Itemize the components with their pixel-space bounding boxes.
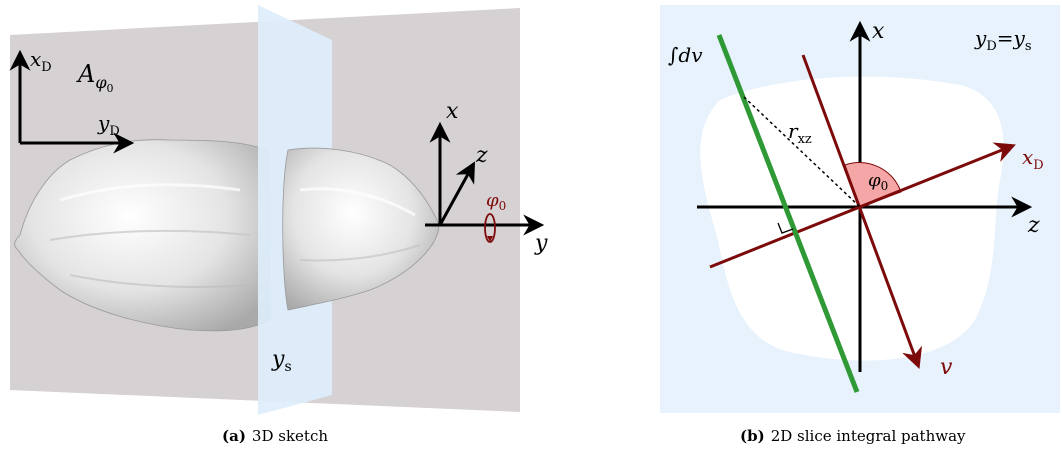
sample-body-front <box>282 147 440 311</box>
b-z-label: z <box>1027 213 1040 238</box>
ys-label: ys <box>271 347 292 375</box>
r-xz-label: rxz <box>788 119 812 147</box>
sample-body <box>14 139 271 332</box>
x-label: x <box>446 99 459 124</box>
r-xz-line <box>743 96 861 208</box>
plane-equation: yD=ys <box>974 26 1032 54</box>
y-label: y <box>534 231 548 256</box>
integral-label: ∫dv <box>668 43 703 67</box>
detector-label: Aφ0 <box>76 60 114 95</box>
z-axis-arrow <box>438 161 476 226</box>
b-phi0-label: φ0 <box>868 170 888 193</box>
z-label: z <box>475 143 488 168</box>
xD-label: xD <box>30 47 52 75</box>
v-label: v <box>940 355 953 380</box>
caption-a: (a) 3D sketch <box>222 427 328 445</box>
b-x-label: x <box>872 19 885 44</box>
xD-rotated-axis <box>709 142 1016 269</box>
panel-a: xD yD Aφ0 x y z φ0 ys (a) 3D sketch <box>9 5 548 445</box>
rotation-indicator <box>484 213 496 243</box>
phi0-label: φ0 <box>486 190 506 213</box>
caption-b: (b) 2D slice integral pathway <box>740 427 966 445</box>
yD-label: yD <box>97 111 120 139</box>
sample-cross-section <box>700 76 1004 361</box>
v-axis <box>801 54 923 369</box>
integration-path <box>716 34 860 393</box>
panel-b: x z φ0 xD v ∫dv rxz yD=ys (b) 2D slice in… <box>660 5 1060 445</box>
right-angle-mark <box>777 222 794 234</box>
b-xD-label: xD <box>1022 145 1044 173</box>
